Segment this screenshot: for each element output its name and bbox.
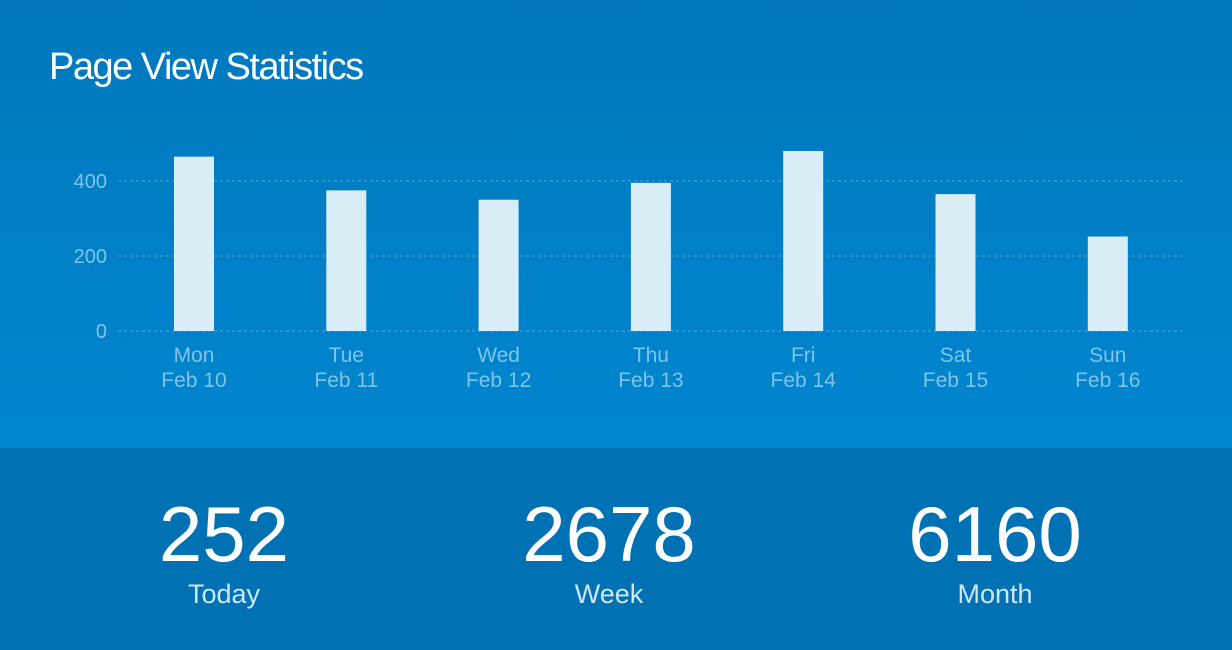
bar — [326, 190, 367, 331]
y-tick-label: 200 — [74, 246, 107, 268]
bar — [478, 199, 519, 331]
bar — [1087, 236, 1128, 331]
bar — [935, 194, 976, 331]
stat-month-label: Month — [957, 579, 1033, 609]
x-tick-label-day: Tue — [329, 344, 364, 367]
stat-week-value: 2678 — [522, 490, 696, 578]
x-tick-label-day: Sat — [940, 344, 972, 367]
bar — [783, 151, 824, 331]
stat-week: 2678 Week — [459, 448, 759, 610]
stat-today-label: Today — [187, 579, 261, 609]
stat-month: 6160 Month — [845, 448, 1145, 610]
chart-panel: Page View Statistics 0 200 400 Mon Feb 10 Tu… — [0, 0, 1232, 448]
bars — [174, 151, 1128, 331]
chart-title: Page View Statistics — [49, 46, 364, 88]
stat-today-value: 252 — [158, 490, 290, 578]
bar — [174, 156, 214, 331]
y-tick-label: 0 — [96, 321, 107, 343]
x-tick-label-date: Feb 14 — [771, 369, 837, 392]
bar — [630, 182, 671, 331]
gridlines — [118, 180, 1185, 332]
x-tick-label-date: Feb 12 — [466, 369, 531, 392]
y-axis-tick-labels: 0 200 400 — [74, 171, 107, 343]
stats-panel: 252 Today 2678 Week 6160 Month — [0, 448, 1232, 650]
x-tick-label-date: Feb 16 — [1075, 369, 1140, 392]
x-tick-label-date: Feb 13 — [618, 369, 683, 392]
x-tick-label-day: Mon — [174, 344, 215, 367]
stat-week-label: Week — [574, 579, 644, 609]
stat-today: 252 Today — [74, 448, 374, 610]
x-tick-label-day: Thu — [633, 344, 669, 367]
x-tick-label-day: Fri — [791, 344, 816, 367]
x-tick-label-date: Feb 15 — [923, 369, 988, 392]
x-tick-label-day: Sun — [1089, 344, 1126, 367]
y-tick-label: 400 — [74, 171, 107, 193]
x-tick-label-day: Wed — [477, 344, 520, 367]
x-tick-label-date: Feb 10 — [161, 369, 226, 392]
x-tick-label-date: Feb 11 — [314, 369, 378, 392]
stat-month-value: 6160 — [908, 490, 1082, 578]
